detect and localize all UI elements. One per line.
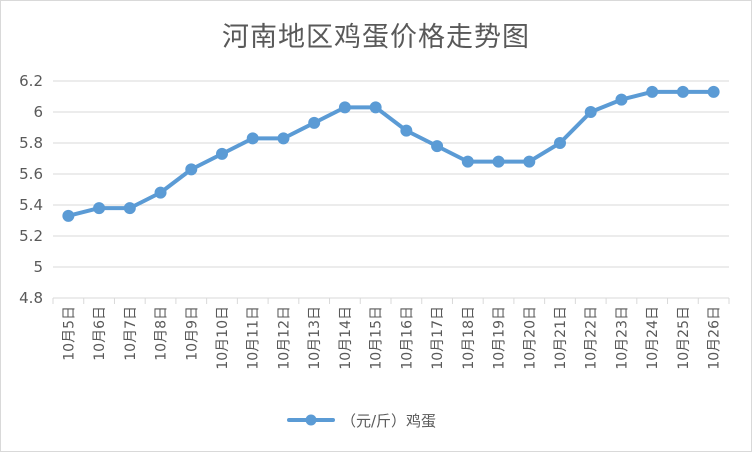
x-tick-label: 10月17日 [430,306,446,370]
x-tick-label: 10月25日 [676,306,692,370]
chart-title: 河南地区鸡蛋价格走势图 [222,22,530,53]
data-point [492,155,505,168]
x-tick-label: 10月13日 [307,306,323,370]
x-tick-label: 10月16日 [399,306,415,370]
data-point [584,106,597,118]
x-tick-label: 10月9日 [184,306,200,361]
x-tick-label: 10月24日 [645,306,661,370]
y-tick-label: 5.2 [19,227,43,245]
x-tick-label: 10月23日 [614,306,630,370]
data-point [523,155,536,168]
y-tick-label: 5.4 [19,196,43,214]
x-tick-label: 10月15日 [369,306,385,370]
data-point [62,209,75,222]
x-tick-label: 10月8日 [154,306,170,361]
data-point [277,132,290,145]
data-point [431,140,444,153]
data-point [461,155,474,168]
x-tick-label: 10月6日 [92,306,108,361]
data-point [646,85,659,98]
x-tick-label: 10月20日 [522,306,538,370]
data-point [185,163,198,176]
legend-marker [305,414,317,426]
legend-label: （元/斤）鸡蛋 [341,412,436,430]
y-tick-label: 6.2 [19,72,43,90]
y-tick-label: 4.8 [19,289,43,307]
x-tick-label: 10月18日 [461,306,477,370]
series-line [66,89,716,218]
x-tick-label: 10月21日 [553,306,569,370]
data-point [216,147,228,160]
y-tick-label: 5.6 [19,165,43,183]
data-point [93,202,106,215]
x-tick-label: 10月22日 [584,306,600,370]
x-tick-label: 10月26日 [707,306,723,370]
y-tick-label: 5 [33,258,43,276]
data-point [707,85,720,98]
data-point [338,101,351,114]
data-point [123,202,136,215]
x-tick-label: 10月19日 [492,306,508,370]
x-tick-label: 10月11日 [246,306,262,370]
data-point [246,132,259,145]
data-point [400,124,413,137]
x-tick-label: 10月12日 [276,306,292,370]
x-tick-label: 10月14日 [338,306,354,370]
x-tick-label: 10月5日 [61,306,77,361]
x-tick-label: 10月10日 [215,306,231,370]
data-point [615,93,628,106]
y-tick-label: 5.8 [19,134,43,152]
x-tick-label: 10月7日 [123,306,139,361]
data-point [369,101,382,114]
data-point [308,116,321,129]
data-point [676,85,689,98]
data-point [554,137,566,149]
data-point [154,186,167,199]
y-tick-label: 6 [33,103,43,121]
